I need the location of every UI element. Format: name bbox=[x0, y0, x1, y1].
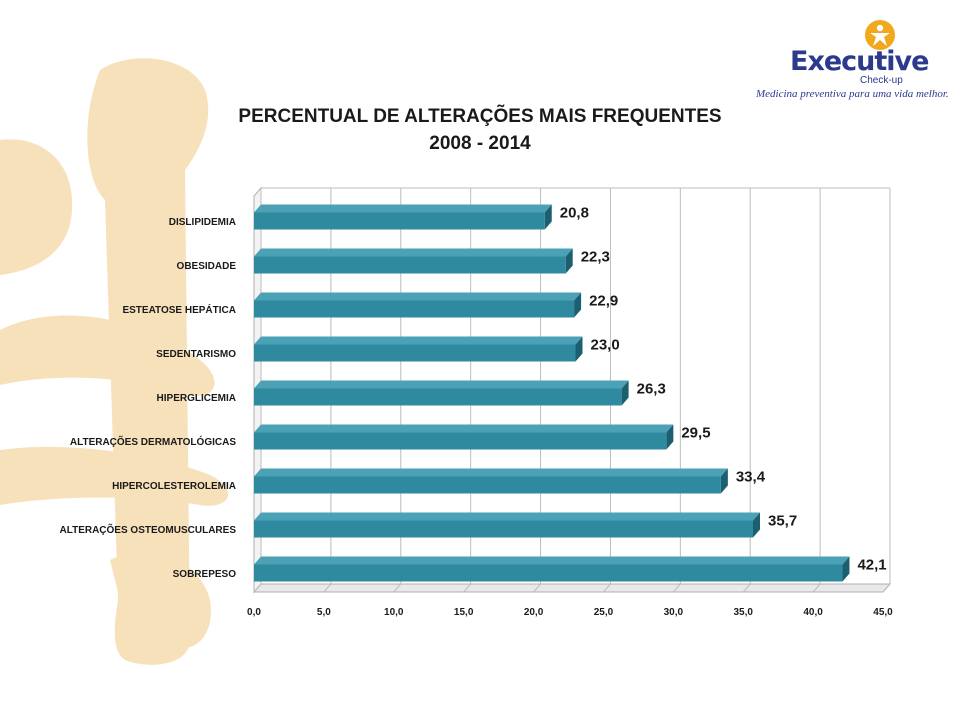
bar bbox=[254, 432, 667, 450]
x-tick-label: 5,0 bbox=[317, 607, 331, 618]
value-label: 26,3 bbox=[637, 381, 666, 398]
x-tick-label: 20,0 bbox=[524, 607, 544, 618]
category-label: HIPERGLICEMIA bbox=[157, 393, 236, 404]
gridline-floor bbox=[742, 583, 751, 593]
value-label: 20,8 bbox=[560, 205, 589, 222]
logo-star-icon bbox=[865, 20, 895, 50]
bar-top bbox=[254, 468, 728, 477]
category-label: OBESIDADE bbox=[177, 261, 237, 272]
category-label: SEDENTARISMO bbox=[156, 349, 236, 360]
x-tick-label: 10,0 bbox=[384, 607, 404, 618]
gridline-floor bbox=[812, 583, 821, 593]
x-tick-label: 30,0 bbox=[664, 607, 684, 618]
chart-title-line-1: PERCENTUAL DE ALTERAÇÕES MAIS FREQUENTES bbox=[238, 106, 722, 127]
bar-side bbox=[720, 468, 728, 494]
gridline-floor bbox=[882, 583, 891, 593]
category-label: ALTERAÇÕES DERMATOLÓGICAS bbox=[70, 435, 236, 448]
bar-top bbox=[254, 424, 674, 433]
gridline-floor bbox=[393, 583, 402, 593]
logo-subtitle: Check-up bbox=[860, 75, 903, 86]
gridline-floor bbox=[253, 583, 262, 593]
chart-title: PERCENTUAL DE ALTERAÇÕES MAIS FREQUENTES… bbox=[160, 104, 800, 158]
bar bbox=[254, 476, 721, 494]
bar bbox=[254, 212, 545, 230]
bar-top bbox=[254, 380, 629, 389]
x-tick-label: 40,0 bbox=[803, 607, 823, 618]
bar-side bbox=[575, 336, 583, 362]
bar-side bbox=[666, 424, 674, 450]
gridline-floor bbox=[463, 583, 472, 593]
value-label: 23,0 bbox=[590, 337, 619, 354]
bar-side bbox=[565, 248, 573, 274]
x-tick-label: 0,0 bbox=[247, 607, 261, 618]
bar bbox=[254, 564, 843, 582]
bar bbox=[254, 256, 566, 274]
value-label: 22,9 bbox=[589, 293, 618, 310]
value-label: 42,1 bbox=[857, 557, 886, 574]
bar-side bbox=[621, 380, 629, 406]
chart-title-line-2: 2008 - 2014 bbox=[429, 133, 531, 154]
logo-wordmark: Executive bbox=[790, 46, 929, 77]
bar-top bbox=[254, 204, 552, 213]
bar-top bbox=[254, 292, 582, 301]
value-label: 35,7 bbox=[768, 513, 797, 530]
bar bbox=[254, 300, 575, 318]
logo-tagline: Medicina preventiva para uma vida melhor… bbox=[756, 88, 949, 100]
gridline-floor bbox=[533, 583, 541, 593]
bar bbox=[254, 388, 622, 406]
value-label: 33,4 bbox=[736, 469, 766, 486]
x-tick-label: 15,0 bbox=[454, 607, 474, 618]
bar-side bbox=[753, 512, 761, 538]
bar-top bbox=[254, 248, 573, 257]
gridline-floor bbox=[603, 583, 611, 593]
value-label: 29,5 bbox=[681, 425, 710, 442]
executive-logo: Executive Check-up Medicina preventiva p… bbox=[752, 18, 957, 108]
bar-top bbox=[254, 556, 850, 565]
plot-floor bbox=[252, 583, 892, 593]
bar bbox=[254, 344, 576, 362]
category-label: DISLIPIDEMIA bbox=[169, 217, 236, 228]
x-tick-label: 25,0 bbox=[594, 607, 614, 618]
value-label: 22,3 bbox=[581, 249, 610, 266]
gridline-floor bbox=[672, 583, 681, 593]
category-label: SOBREPESO bbox=[173, 569, 237, 580]
bar-side bbox=[544, 204, 552, 230]
gridline-floor bbox=[323, 583, 332, 593]
bar-top bbox=[254, 336, 583, 345]
x-tick-label: 35,0 bbox=[733, 607, 753, 618]
category-label: ALTERAÇÕES OSTEOMUSCULARES bbox=[60, 523, 237, 536]
bar-top bbox=[254, 512, 761, 521]
bar-side bbox=[842, 556, 850, 582]
category-label: ESTEATOSE HEPÁTICA bbox=[122, 303, 236, 316]
category-label: HIPERCOLESTEROLEMIA bbox=[112, 481, 236, 492]
x-tick-label: 45,0 bbox=[873, 607, 893, 618]
bar bbox=[254, 520, 754, 538]
bar-side bbox=[574, 292, 582, 318]
